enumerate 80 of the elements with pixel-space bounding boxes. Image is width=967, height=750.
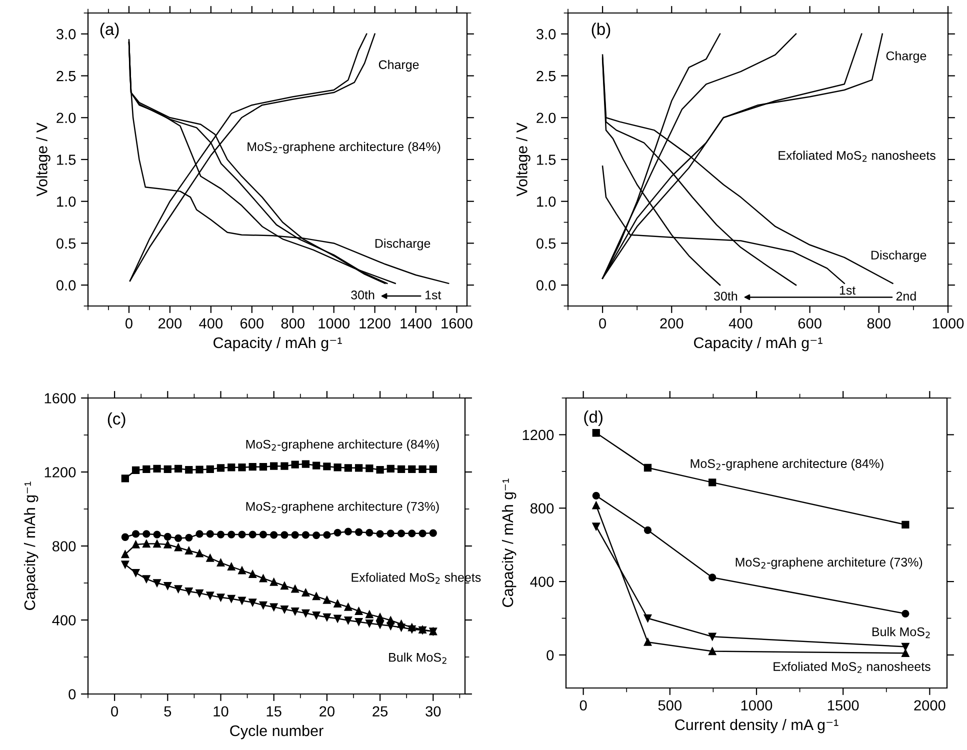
x-tick-label: 0 <box>125 318 132 329</box>
y-tick-label: 0.5 <box>536 238 556 249</box>
x-tick-label: 25 <box>372 706 388 717</box>
annotation: 2nd <box>896 291 916 301</box>
x-tick-label: 800 <box>281 318 304 329</box>
x-tick-label: 200 <box>158 318 182 329</box>
x-axis-title: Capacity / mAh g⁻¹ <box>694 336 822 352</box>
annotation: Charge <box>378 60 419 72</box>
y-tick-label: 400 <box>52 615 76 626</box>
y-tick-label: 2.0 <box>536 112 556 124</box>
y-tick-label: 3.0 <box>56 29 76 40</box>
annotation: (a) <box>100 22 119 38</box>
x-tick-label: 0 <box>111 706 118 717</box>
x-tick-label: 1400 <box>400 318 432 329</box>
y-axis-title: Voltage / V <box>516 122 530 196</box>
x-tick-label: 10 <box>214 706 228 717</box>
x-tick-label: 0 <box>599 318 606 329</box>
x-tick-label: 1000 <box>932 318 964 329</box>
x-tick-label: 1000 <box>741 700 772 711</box>
y-tick-label: 800 <box>52 541 76 552</box>
x-tick-label: 1000 <box>318 318 350 329</box>
x-tick-label: 400 <box>199 318 223 329</box>
y-tick-label: 0.5 <box>56 238 76 249</box>
y-tick-label: 0 <box>546 650 554 660</box>
annotation: 30th <box>351 290 374 300</box>
legend-label: Bulk MoS$_{2}$ <box>389 652 446 664</box>
y-axis-title: Capacity / mAh g⁻¹ <box>24 482 38 610</box>
x-axis-title: Cycle number <box>230 724 324 740</box>
series-label: Bulk MoS$_{2}$ <box>872 627 930 638</box>
series-label: MoS$_{2}$-graphene architecture (84%) <box>690 458 884 470</box>
annotation: 1st <box>426 290 442 300</box>
x-tick-label: 200 <box>660 318 684 329</box>
y-tick-label: 1.0 <box>57 196 76 207</box>
y-tick-label: 1.0 <box>537 196 556 207</box>
annotation: (b) <box>592 22 610 38</box>
annotation: Discharge <box>375 238 430 250</box>
x-tick-label: 20 <box>320 706 334 717</box>
x-axis-title: Current density / mA g⁻¹ <box>675 718 838 734</box>
y-tick-label: 1.5 <box>537 154 556 165</box>
series-label: Exfoliated MoS$_{2}$ nanosheets <box>774 662 930 673</box>
y-tick-label: 0.0 <box>56 280 76 290</box>
y-tick-label: 1200 <box>522 430 554 440</box>
x-tick-label: 600 <box>240 318 264 329</box>
x-tick-label: 0 <box>580 700 587 711</box>
series-label: MoS$_{2}$-graphene architecture (84%) <box>246 439 439 452</box>
x-axis-title: Capacity / mAh g⁻¹ <box>214 336 342 352</box>
x-tick-label: 600 <box>798 318 822 329</box>
x-tick-label: 30 <box>426 706 441 717</box>
y-tick-label: 1200 <box>44 467 76 478</box>
annotation: (d) <box>584 410 602 426</box>
y-tick-label: 0.0 <box>536 280 556 290</box>
y-tick-label: 1600 <box>44 393 76 404</box>
y-axis-title: Capacity / mAh g⁻¹ <box>502 478 516 607</box>
x-tick-label: 400 <box>728 318 752 329</box>
annotation: 30th <box>714 291 738 301</box>
y-tick-label: 400 <box>530 576 554 587</box>
x-tick-label: 2000 <box>914 700 946 711</box>
annotation: (c) <box>108 412 126 428</box>
x-tick-label: 500 <box>658 700 682 711</box>
y-tick-label: 2.5 <box>536 70 556 82</box>
x-tick-label: 1200 <box>360 318 390 329</box>
x-tick-label: 15 <box>266 706 282 717</box>
x-tick-label: 1600 <box>442 318 472 329</box>
y-tick-label: 800 <box>530 503 554 514</box>
annotation: MoS$_{2}$-graphene architecture (84%) <box>248 142 440 154</box>
annotation: Exfoliated MoS$_{2}$ nanosheets <box>778 150 936 162</box>
annotation: Charge <box>886 51 926 63</box>
x-tick-label: 5 <box>164 706 172 717</box>
y-tick-label: 2.0 <box>56 112 76 124</box>
legend-label: MoS$_{2}$-graphene architecture (73%) <box>246 502 439 514</box>
x-tick-label: 800 <box>867 318 891 329</box>
annotation: Discharge <box>871 250 926 262</box>
y-tick-label: 2.5 <box>56 70 76 82</box>
y-tick-label: 0 <box>68 689 76 700</box>
y-tick-label: 3.0 <box>536 29 556 40</box>
x-tick-label: 1500 <box>828 700 859 711</box>
annotation: 1st <box>840 286 856 295</box>
y-axis-title: Voltage / V <box>36 122 50 196</box>
series-label: MoS$_{2}$-graphene architeture (73%) <box>736 557 922 570</box>
y-tick-label: 1.5 <box>57 154 76 165</box>
